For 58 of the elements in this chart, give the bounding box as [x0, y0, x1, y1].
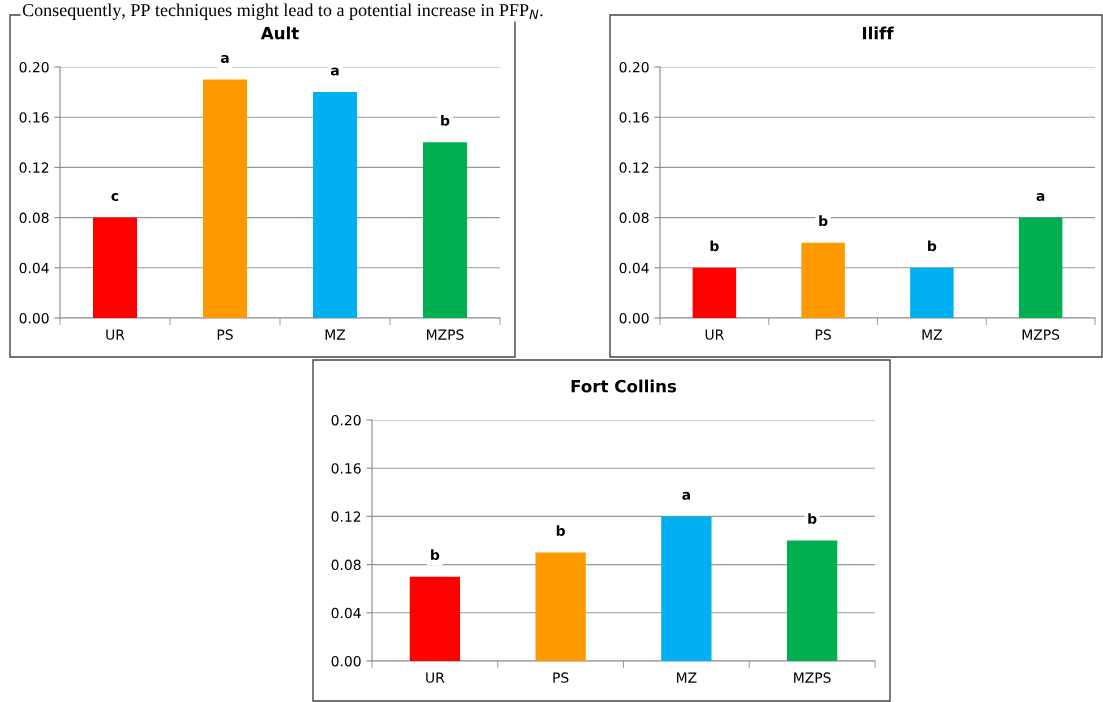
y-tick-label: 0.04	[619, 262, 649, 274]
x-tick-label: UR	[106, 329, 125, 340]
annotation: b	[441, 114, 450, 126]
annotation: a	[220, 54, 229, 63]
y-tick-label: 0.08	[331, 559, 361, 571]
annotation: a	[1036, 193, 1045, 202]
y-tick-label: 0.12	[331, 511, 361, 522]
bar	[203, 79, 247, 318]
y-tick-label: 0.08	[619, 212, 649, 224]
y-tick-label: 0.04	[331, 607, 361, 619]
bar	[313, 92, 357, 318]
bar	[801, 242, 845, 318]
y-tick-label: 0.04	[19, 262, 49, 274]
chart-title: Iliff	[862, 26, 894, 40]
chart-title: Fort Collins	[571, 379, 677, 393]
x-tick-label: PS	[217, 329, 233, 340]
annotation: c	[111, 193, 119, 202]
x-tick-label: MZ	[676, 672, 697, 683]
text: Consequently, PP techniques might lead to a potential increase in PFP$_{N}$.	[22, 3, 543, 20]
x-tick-label: PS	[553, 672, 569, 683]
annotation: b	[431, 549, 440, 561]
x-tick-label: MZ	[922, 329, 942, 340]
y-tick-label: 0.16	[619, 112, 649, 123]
y-tick-label: 0.00	[619, 312, 649, 324]
annotation: a	[682, 491, 690, 500]
y-tick-label: 0.16	[19, 112, 49, 123]
x-tick-label: MZPS	[1022, 329, 1060, 340]
bar	[93, 217, 137, 318]
y-tick-label: 0.00	[331, 655, 361, 667]
bar	[692, 267, 737, 318]
x-tick-label: MZ	[325, 329, 346, 340]
annotation: b	[808, 513, 817, 524]
x-tick-label: UR	[426, 672, 445, 683]
bar	[1018, 217, 1063, 318]
annotation: b	[819, 215, 828, 227]
bar	[535, 552, 586, 661]
x-tick-label: PS	[815, 329, 831, 340]
bar	[661, 516, 712, 661]
y-tick-label: 0.20	[19, 61, 49, 73]
annotation: a	[330, 67, 339, 76]
bar	[423, 142, 467, 318]
y-tick-label: 0.12	[19, 162, 49, 173]
annotation: b	[710, 240, 719, 252]
annotation: b	[556, 525, 565, 536]
y-tick-label: 0.12	[619, 162, 649, 173]
x-tick-label: MZPS	[794, 672, 831, 683]
annotation: b	[928, 240, 937, 252]
bar	[786, 540, 838, 661]
x-tick-label: MZPS	[427, 329, 464, 340]
y-tick-label: 0.00	[19, 312, 49, 324]
y-tick-label: 0.20	[619, 61, 649, 73]
x-tick-label: UR	[705, 329, 724, 340]
chart-title: Ault	[260, 26, 299, 40]
y-tick-label: 0.20	[331, 414, 361, 426]
bar	[910, 267, 954, 318]
y-tick-label: 0.08	[19, 212, 49, 224]
y-tick-label: 0.16	[331, 463, 361, 474]
bar	[409, 576, 461, 661]
